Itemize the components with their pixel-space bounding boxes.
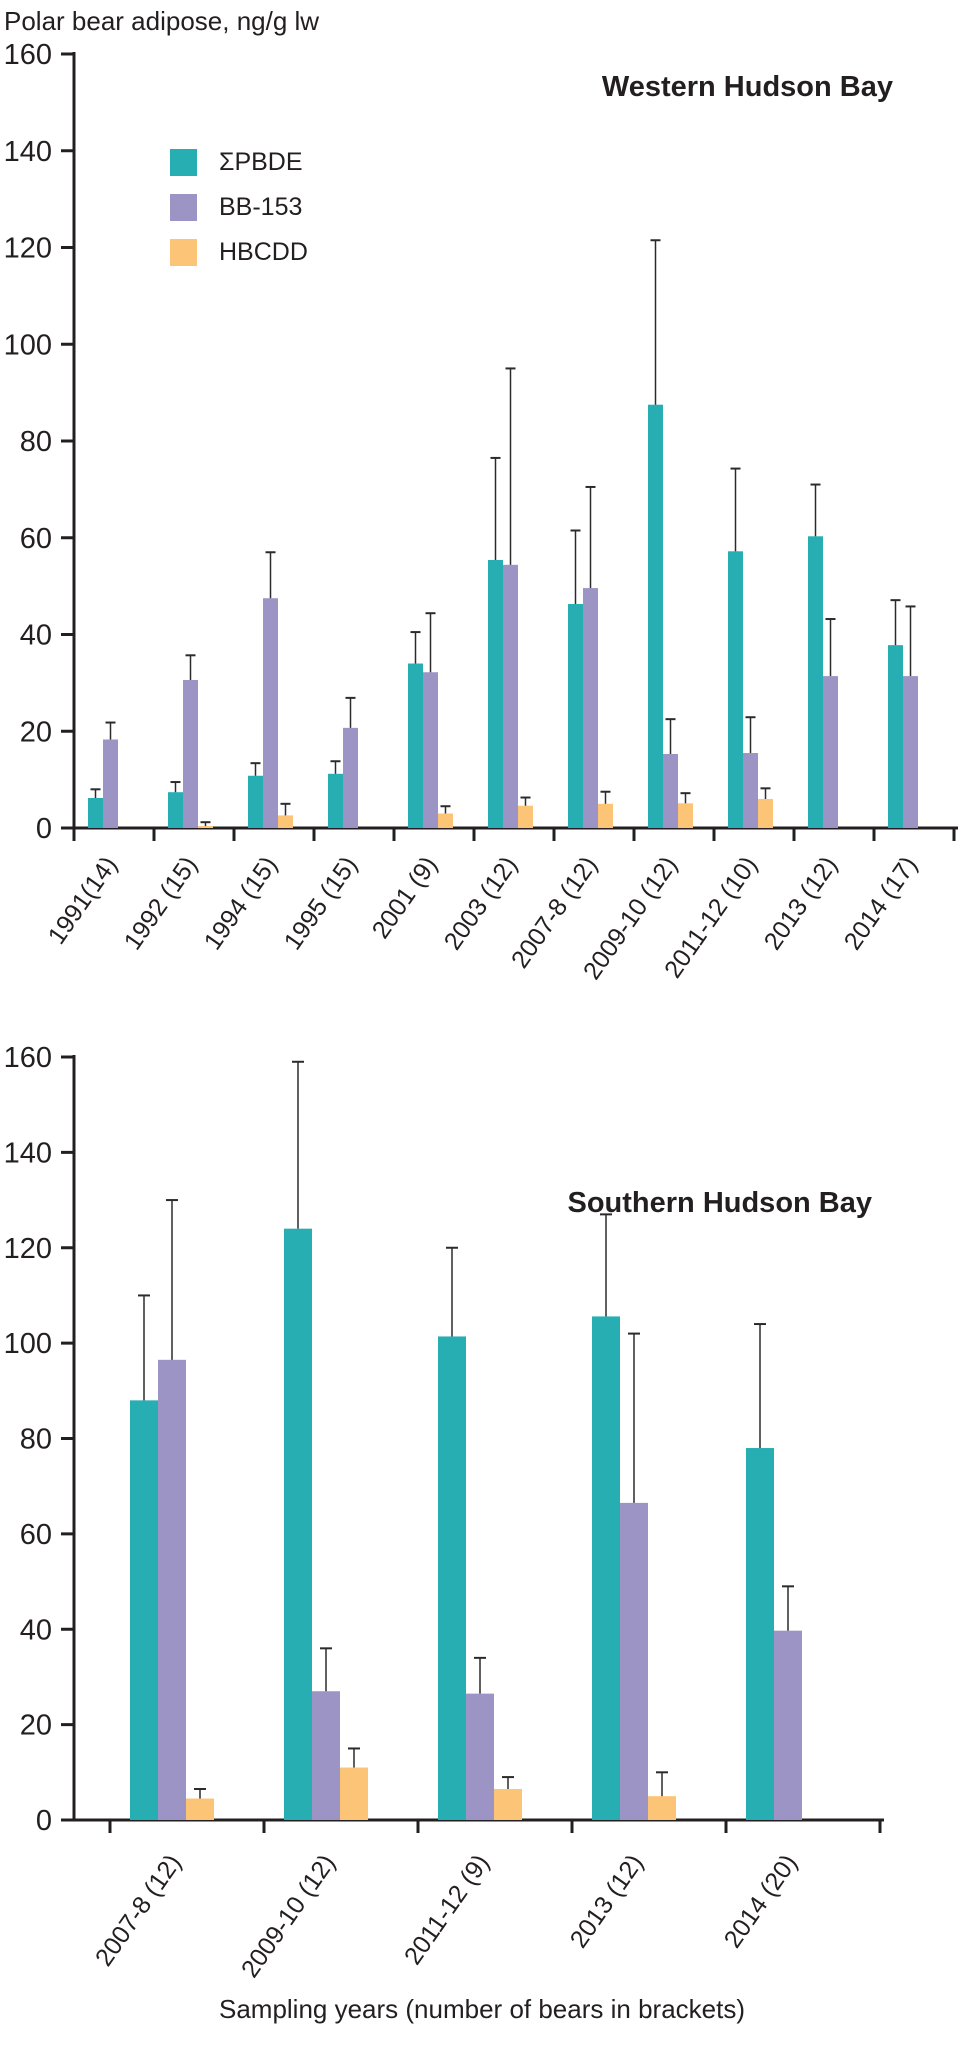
bar <box>343 727 358 828</box>
y-tick-label: 60 <box>20 1519 52 1551</box>
bar <box>568 604 583 828</box>
bar <box>678 803 693 828</box>
bar <box>466 1693 494 1820</box>
legend-label: HBCDD <box>219 238 308 266</box>
bar <box>328 773 343 828</box>
bar <box>888 645 903 828</box>
y-tick-label: 120 <box>4 233 52 265</box>
y-tick-label: 0 <box>36 813 52 845</box>
x-category-label: 2014 (17) <box>839 851 923 955</box>
y-tick-label: 160 <box>4 1042 52 1074</box>
bar <box>592 1316 620 1820</box>
bar <box>248 775 263 828</box>
bar <box>746 1448 774 1820</box>
x-category-label: 2009-10 (12) <box>236 1849 341 1982</box>
bar <box>158 1359 186 1820</box>
bar <box>598 803 613 828</box>
bar <box>408 663 423 828</box>
x-category-label: 1991(14) <box>43 851 123 949</box>
x-category-label: 2013 (12) <box>759 851 843 955</box>
bar <box>284 1228 312 1820</box>
bar <box>823 676 838 828</box>
legend: ΣPBDE BB-153 HBCDD <box>170 140 308 275</box>
y-tick-label: 140 <box>4 1137 52 1169</box>
bar <box>583 588 598 828</box>
x-category-label: 2003 (12) <box>439 851 523 955</box>
x-category-label: 2001 (9) <box>367 851 443 943</box>
y-tick-label: 100 <box>4 1328 52 1360</box>
bar <box>494 1789 522 1820</box>
x-category-label: 1992 (15) <box>119 851 203 955</box>
x-category-label: 2011-12 (9) <box>399 1849 495 1969</box>
x-category-label: 2014 (20) <box>719 1849 803 1953</box>
legend-swatch-icon <box>170 149 197 176</box>
bar <box>903 676 918 828</box>
y-tick-label: 40 <box>20 1614 52 1646</box>
bar <box>183 679 198 828</box>
bar <box>620 1502 648 1820</box>
bar <box>518 805 533 828</box>
x-category-label: 2013 (12) <box>565 1849 649 1953</box>
x-category-label: 1994 (15) <box>199 851 283 955</box>
y-tick-label: 160 <box>4 39 52 71</box>
bar <box>186 1798 214 1820</box>
bar <box>423 672 438 828</box>
bar <box>758 798 773 828</box>
bar <box>340 1767 368 1820</box>
bar <box>438 813 453 828</box>
bar <box>648 1796 676 1820</box>
bar <box>88 798 103 828</box>
bar <box>263 598 278 828</box>
y-axis-unit-label: Polar bear adipose, ng/g lw <box>4 6 320 36</box>
y-tick-label: 60 <box>20 523 52 555</box>
legend-item: BB-153 <box>170 185 308 230</box>
bar <box>488 560 503 828</box>
y-tick-label: 80 <box>20 426 52 458</box>
legend-swatch-icon <box>170 194 197 221</box>
bar <box>728 551 743 828</box>
bar <box>774 1630 802 1820</box>
chart-title: Western Hudson Bay <box>602 71 893 103</box>
y-tick-label: 100 <box>4 329 52 361</box>
bar <box>438 1336 466 1820</box>
x-axis-caption: Sampling years (number of bears in brack… <box>218 1994 745 2024</box>
y-tick-label: 120 <box>4 1233 52 1265</box>
bar <box>198 826 213 828</box>
y-tick-label: 140 <box>4 136 52 168</box>
bar <box>808 536 823 828</box>
western-hudson-bay-chart: 0 20 40 60 80 100 120 140 160 Western Hudson Bay 1… <box>4 39 958 985</box>
bar <box>743 753 758 828</box>
bar <box>503 564 518 828</box>
legend-swatch-icon <box>170 239 197 266</box>
x-category-label: 2007-8 (12) <box>90 1849 187 1971</box>
y-tick-label: 20 <box>20 716 52 748</box>
y-tick-label: 80 <box>20 1424 52 1456</box>
bar <box>648 404 663 828</box>
legend-item: HBCDD <box>170 230 308 275</box>
chart-title: Southern Hudson Bay <box>567 1187 872 1219</box>
legend-item: ΣPBDE <box>170 140 308 185</box>
y-tick-label: 40 <box>20 620 52 652</box>
bar <box>663 753 678 828</box>
bar <box>312 1691 340 1820</box>
bar <box>168 792 183 828</box>
y-tick-label: 0 <box>36 1805 52 1837</box>
legend-label: ΣPBDE <box>219 148 303 176</box>
y-tick-label: 20 <box>20 1710 52 1742</box>
legend-label: BB-153 <box>219 193 303 221</box>
bar <box>278 815 293 828</box>
bar <box>130 1400 158 1820</box>
bar <box>103 739 118 828</box>
x-category-label: 1995 (15) <box>279 851 363 955</box>
